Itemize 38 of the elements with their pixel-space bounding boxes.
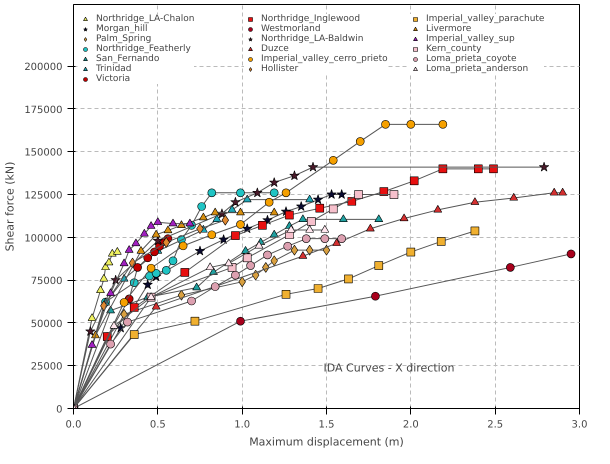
y-axis-title: Shear force (kN)	[3, 162, 16, 252]
legend-label: Northridge_LA-Baldwin	[261, 34, 364, 44]
y-tick-label: 100000	[24, 233, 63, 244]
legend-label: Loma_prieta_anderson	[426, 64, 528, 74]
x-tick-label: 0.0	[66, 420, 82, 430]
y-tick-label: 25000	[30, 362, 62, 373]
legend-label: Imperial_valley_cerro_prieto	[261, 54, 388, 64]
y-tick-label: 175000	[24, 104, 63, 116]
legend-label: Northridge_Featherly	[96, 44, 191, 54]
legend-label: Trinidad	[96, 64, 132, 74]
y-tick-label: 0	[56, 404, 63, 416]
legend-label: Hollister	[261, 64, 298, 74]
annotation: IDA Curves - X direction	[324, 362, 454, 374]
legend-label: Victoria	[96, 74, 130, 84]
y-tick-label: 50000	[30, 318, 62, 330]
legend-label: Livermore	[426, 24, 472, 34]
x-tick-label: 1.0	[234, 420, 250, 430]
x-tick-label: 2.0	[402, 420, 419, 430]
x-tick-label: 2.5	[487, 420, 504, 430]
legend-label: Palm_Spring	[96, 34, 152, 44]
legend-label: San_Fernando	[96, 54, 160, 64]
x-tick-label: 1.5	[318, 420, 334, 430]
x-tick-label: 0.5	[150, 420, 166, 430]
legend-label: Imperial_valley_sup	[426, 34, 515, 44]
legend-label: Northridge_Inglewood	[261, 14, 360, 24]
legend-label: Duzce	[261, 44, 289, 54]
y-tick-label: 125000	[24, 190, 63, 202]
x-tick-label: 3.0	[572, 420, 588, 430]
legend-label: Northridge_LA-Chalon	[96, 14, 194, 24]
legend-label: Morgan_hill	[96, 24, 148, 34]
legend-label: Westmorland	[261, 24, 321, 34]
y-tick-label: 75000	[30, 276, 62, 288]
legend-label: Imperial_valley_parachute	[426, 14, 544, 24]
y-tick-label: 150000	[24, 148, 63, 159]
legend-label: Loma_prieta_coyote	[426, 54, 516, 64]
x-axis-title: Maximum displacement (m)	[249, 436, 404, 448]
y-tick-label: 200000	[24, 62, 63, 74]
legend-label: Kern_county	[426, 44, 482, 54]
